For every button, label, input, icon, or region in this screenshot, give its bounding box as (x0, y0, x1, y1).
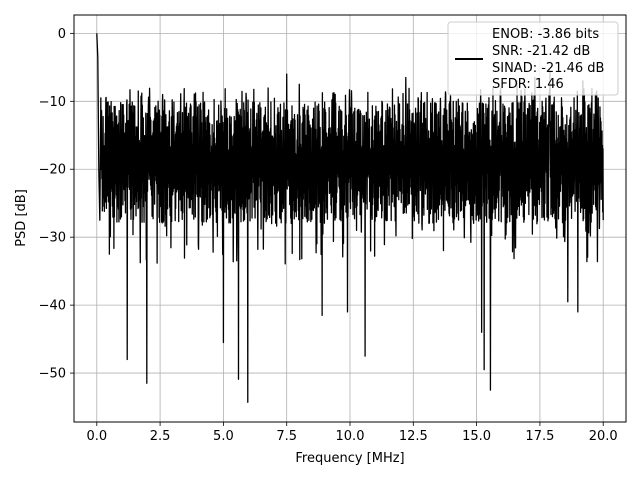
x-tick-label: 7.5 (276, 429, 297, 444)
x-tick-label: 2.5 (150, 429, 171, 444)
legend-entry-enob: ENOB: -3.86 bits (492, 27, 599, 42)
x-axis-label: Frequency [MHz] (295, 451, 404, 466)
x-tick-label: 17.5 (525, 429, 554, 444)
y-tick-label: −30 (39, 231, 66, 246)
legend-entry-sfdr: SFDR: 1.46 (492, 77, 564, 92)
x-tick-label: 20.0 (589, 429, 618, 444)
y-tick-label: −40 (39, 299, 66, 314)
psd-series-line (96, 33, 604, 403)
x-tick-label: 12.5 (399, 429, 428, 444)
y-tick-label: −20 (39, 163, 66, 178)
legend-box (447, 21, 619, 96)
axis-ticks: 0.0 2.5 5.0 7.5 10.0 12.5 15.0 17.5 20.0 0 −10 −20 −… (39, 27, 618, 444)
x-tick-label: 15.0 (462, 429, 491, 444)
legend-entry-snr: SNR: -21.42 dB (492, 44, 590, 59)
y-tick-label: 0 (58, 27, 66, 42)
y-axis-label: PSD [dB] (14, 189, 29, 247)
y-tick-label: −50 (39, 367, 66, 382)
legend: ENOB: -3.86 bits SNR: -21.42 dB SINAD: -… (447, 21, 619, 96)
x-tick-label: 5.0 (213, 429, 234, 444)
series-layer (96, 33, 604, 403)
x-tick-label: 10.0 (336, 429, 365, 444)
y-tick-label: −10 (39, 95, 66, 110)
legend-entry-sinad: SINAD: -21.46 dB (492, 61, 604, 76)
x-tick-label: 0.0 (86, 429, 107, 444)
